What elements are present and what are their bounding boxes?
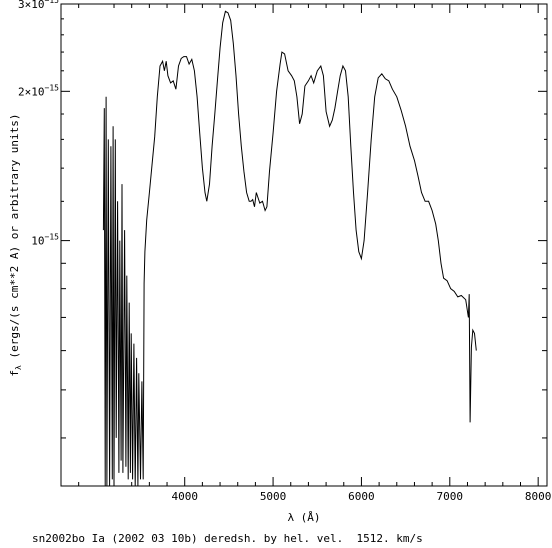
x-tick-label: 5000 xyxy=(260,490,287,503)
y-axis-label: fλ (ergs/(s cm**2 A) or arbitrary units) xyxy=(8,113,23,376)
axis-tick-labels: 4000 5000 6000 7000 8000 10−15 2×10−15 3×10−15 xyxy=(18,0,551,503)
y-axis-label-main: f xyxy=(8,370,21,377)
x-tick-label: 6000 xyxy=(348,490,375,503)
x-axis-label: λ (Å) xyxy=(287,511,320,524)
chart-caption: sn2002bo Ia (2002 03 10b) deredsh. by he… xyxy=(32,532,423,545)
y-tick-label: 3×10−15 xyxy=(18,0,59,11)
y-tick-label: 10−15 xyxy=(31,233,59,248)
svg-text:fλ (ergs/(s cm**2 A) or arbitr: fλ (ergs/(s cm**2 A) or arbitrary units) xyxy=(8,113,23,376)
x-tick-label: 8000 xyxy=(525,490,552,503)
plot-frame xyxy=(60,3,548,487)
x-tick-label: 7000 xyxy=(437,490,464,503)
axis-ticks xyxy=(60,3,547,486)
x-tick-label: 4000 xyxy=(171,490,198,503)
y-tick-label: 2×10−15 xyxy=(18,83,59,98)
y-axis-label-sub: λ xyxy=(14,365,23,370)
spectrum-line xyxy=(102,10,477,487)
y-axis-label-rest: (ergs/(s cm**2 A) or arbitrary units) xyxy=(8,113,21,365)
